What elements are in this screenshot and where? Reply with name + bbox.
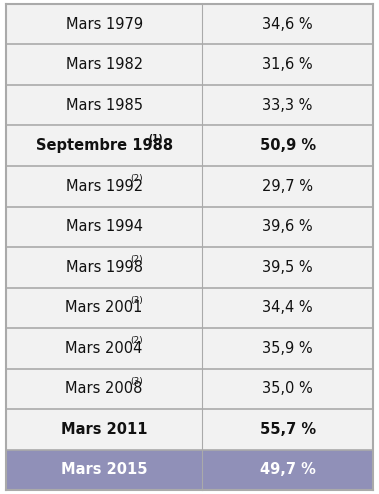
- Text: (2): (2): [130, 174, 143, 183]
- Text: Mars 1992: Mars 1992: [66, 179, 143, 194]
- Bar: [6, 247, 373, 288]
- Text: Mars 1994: Mars 1994: [66, 219, 143, 234]
- Text: 29,7 %: 29,7 %: [262, 179, 313, 194]
- Bar: [6, 206, 373, 247]
- Bar: [6, 328, 373, 369]
- Text: 31,6 %: 31,6 %: [262, 57, 313, 72]
- Text: 39,6 %: 39,6 %: [262, 219, 313, 234]
- Text: Mars 2008: Mars 2008: [66, 381, 143, 396]
- Text: (1): (1): [149, 134, 163, 143]
- Bar: [6, 409, 373, 450]
- Text: Mars 2004: Mars 2004: [66, 341, 143, 356]
- Text: Mars 1985: Mars 1985: [66, 98, 143, 113]
- Bar: [6, 125, 373, 166]
- Text: Mars 1979: Mars 1979: [66, 17, 143, 32]
- Text: 33,3 %: 33,3 %: [263, 98, 313, 113]
- Text: 55,7 %: 55,7 %: [260, 422, 316, 437]
- Bar: [6, 450, 373, 490]
- Text: 50,9 %: 50,9 %: [260, 138, 316, 153]
- Bar: [6, 85, 373, 125]
- Bar: [6, 369, 373, 409]
- Text: Mars 2015: Mars 2015: [61, 462, 147, 477]
- Text: 49,7 %: 49,7 %: [260, 462, 316, 477]
- Text: (3): (3): [130, 377, 143, 386]
- Bar: [6, 4, 373, 44]
- Bar: [6, 44, 373, 85]
- Text: Mars 2001: Mars 2001: [66, 300, 143, 315]
- Text: (3): (3): [130, 296, 143, 305]
- Text: Septembre 1988: Septembre 1988: [36, 138, 173, 153]
- Text: Mars 1998: Mars 1998: [66, 260, 143, 275]
- Text: 34,4 %: 34,4 %: [262, 300, 313, 315]
- Bar: [6, 288, 373, 328]
- Text: 34,6 %: 34,6 %: [262, 17, 313, 32]
- Text: (2): (2): [130, 336, 143, 345]
- Text: (2): (2): [130, 255, 143, 264]
- Text: Mars 2011: Mars 2011: [61, 422, 147, 437]
- Text: Mars 1982: Mars 1982: [66, 57, 143, 72]
- Text: 39,5 %: 39,5 %: [262, 260, 313, 275]
- Bar: [6, 166, 373, 206]
- Text: 35,0 %: 35,0 %: [262, 381, 313, 396]
- Text: 35,9 %: 35,9 %: [262, 341, 313, 356]
